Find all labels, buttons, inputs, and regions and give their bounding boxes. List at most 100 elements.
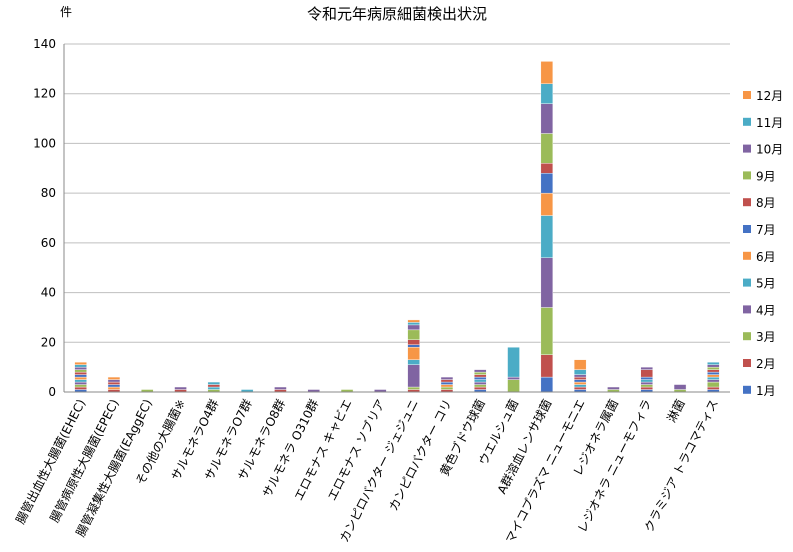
- bar-segment: [607, 386, 620, 390]
- y-tick-label: 100: [33, 136, 56, 150]
- bar-segment: [474, 371, 487, 375]
- legend-label: 6月: [756, 250, 776, 264]
- bar-segment: [407, 322, 420, 326]
- bar-segment: [407, 364, 420, 388]
- bar-segment: [540, 163, 554, 174]
- bar-segment: [673, 384, 687, 390]
- bar-segment: [74, 386, 87, 390]
- legend-label: 8月: [756, 196, 776, 210]
- bar-segment: [573, 359, 587, 370]
- y-tick-label: 20: [41, 335, 56, 349]
- bar-segment: [107, 384, 121, 388]
- bar-segment: [440, 376, 454, 380]
- bar-segment: [74, 384, 87, 388]
- bar-segment: [440, 381, 454, 385]
- legend-label: 7月: [756, 223, 776, 237]
- bar-segment: [74, 379, 87, 383]
- bar-segment: [74, 374, 87, 378]
- bar-segment: [507, 376, 520, 380]
- y-tick-label: 80: [41, 186, 56, 200]
- bar-segment: [540, 257, 554, 308]
- bar-segment: [540, 215, 554, 258]
- bar-segment: [474, 369, 487, 373]
- y-axis-unit: 件: [60, 5, 72, 19]
- x-tick-label: 淋菌: [664, 397, 687, 425]
- legend-label: 11月: [756, 116, 783, 130]
- bar-segment: [640, 381, 653, 385]
- bar-segment: [207, 381, 221, 385]
- bar-segment: [274, 386, 287, 390]
- bar-segment: [573, 374, 587, 378]
- bar-segment: [540, 61, 554, 84]
- bar-segment: [74, 361, 87, 365]
- bar-segment: [107, 379, 121, 383]
- bar-segment: [507, 347, 520, 378]
- bar-segment: [707, 369, 720, 373]
- bar-segment: [540, 376, 554, 393]
- y-tick-label: 120: [33, 87, 56, 101]
- legend-label: 10月: [756, 143, 783, 157]
- bar-segment: [407, 339, 420, 345]
- x-tick-label: カンピロバクター コリ: [386, 397, 454, 513]
- bar-segment: [207, 386, 221, 390]
- legend-swatch: [743, 117, 751, 126]
- bar-segment: [640, 386, 653, 390]
- legend-swatch: [743, 359, 751, 367]
- bar-segment: [707, 379, 720, 383]
- bar-segment: [707, 386, 720, 390]
- bar-segment: [174, 386, 187, 390]
- legend-swatch: [743, 225, 751, 233]
- legend-swatch: [743, 91, 751, 99]
- legend-swatch: [743, 385, 751, 394]
- bar-segment: [440, 379, 454, 383]
- legend-swatch: [743, 305, 751, 314]
- bar-segment: [407, 386, 420, 390]
- bar-segment: [440, 386, 454, 390]
- bar-segment: [474, 379, 487, 383]
- bar-segment: [707, 364, 720, 368]
- bar-segment: [74, 376, 87, 380]
- legend-label: 1月: [756, 384, 776, 398]
- legend-swatch: [743, 171, 751, 180]
- bar-segment: [407, 324, 420, 331]
- bar-segment: [540, 103, 554, 134]
- legend-label: 5月: [756, 277, 776, 291]
- bar-segment: [74, 369, 87, 373]
- bar-segment: [474, 381, 487, 385]
- bar-segment: [440, 384, 454, 388]
- chart-title: 令和元年病原細菌検出状況: [307, 5, 487, 23]
- bar-segment: [74, 381, 87, 385]
- bar-segment: [407, 344, 420, 348]
- bar-segment: [107, 376, 121, 380]
- bar-segment: [540, 354, 554, 378]
- bar-segment: [107, 386, 121, 390]
- bars: [74, 61, 720, 393]
- bar-segment: [707, 381, 720, 388]
- bar-segment: [474, 376, 487, 380]
- legend-swatch: [743, 332, 751, 341]
- y-tick-labels: 0 20 40 60 80 100 120 140: [33, 37, 56, 399]
- bar-segment: [640, 376, 653, 380]
- bar-segment: [640, 379, 653, 383]
- bar-segment: [74, 364, 87, 368]
- bar-segment: [707, 374, 720, 378]
- x-tick-label: クラミジア トラコマティス: [642, 397, 721, 534]
- legend: 12月 11月 10月 9月 8月 7月 6月 5月 4月 3月 2月 1月: [743, 89, 783, 398]
- bar-segment: [207, 384, 221, 388]
- bar-segment: [540, 173, 554, 194]
- bar-segment: [573, 376, 587, 380]
- legend-swatch: [743, 278, 751, 287]
- bar-segment: [640, 366, 653, 370]
- y-tick-label: 40: [41, 286, 56, 300]
- legend-label: 4月: [756, 303, 776, 317]
- bar-segment: [407, 359, 420, 365]
- bar-segment: [407, 329, 420, 341]
- bar-segment: [573, 369, 587, 375]
- bar-segment: [573, 379, 587, 383]
- legend-swatch: [743, 198, 751, 207]
- bar-segment: [74, 371, 87, 375]
- bar-segment: [640, 369, 653, 378]
- bar-segment: [707, 371, 720, 375]
- bar-segment: [707, 376, 720, 380]
